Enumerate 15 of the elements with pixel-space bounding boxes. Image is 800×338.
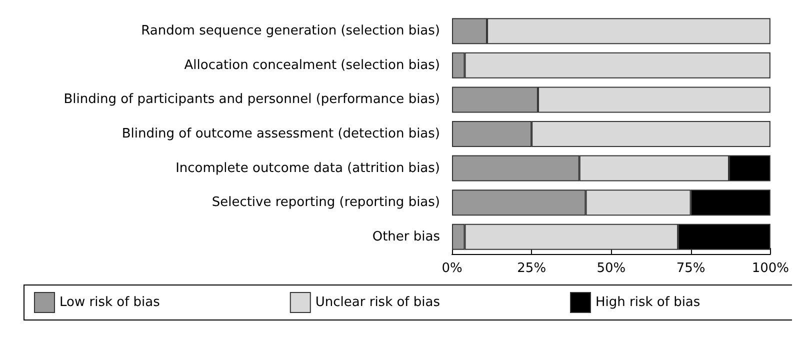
legend-label: Low risk of bias [60, 295, 160, 310]
legend-label: Unclear risk of bias [315, 295, 440, 310]
y-tick-label: Other bias [372, 229, 440, 244]
y-tick-label: Blinding of participants and personnel (performance bias) [64, 92, 440, 108]
y-tick-label: Random sequence generation (selection bias) [141, 24, 440, 39]
y-tick-label: Selective reporting (reporting bias) [212, 195, 440, 210]
x-tick-label: 0% [442, 261, 462, 276]
y-tick-label: Allocation concealment (selection bias) [184, 58, 440, 73]
legend-label: High risk of bias [596, 295, 700, 310]
x-tick-label: 25% [517, 261, 546, 276]
x-tick-label: 50% [596, 261, 626, 276]
x-tick-label: 100% [752, 261, 790, 276]
x-tick-label: 75% [676, 261, 706, 276]
y-tick-label: Incomplete outcome data (attrition bias) [176, 160, 440, 176]
y-tick-label: Blinding of outcome assessment (detection bias) [122, 126, 440, 142]
